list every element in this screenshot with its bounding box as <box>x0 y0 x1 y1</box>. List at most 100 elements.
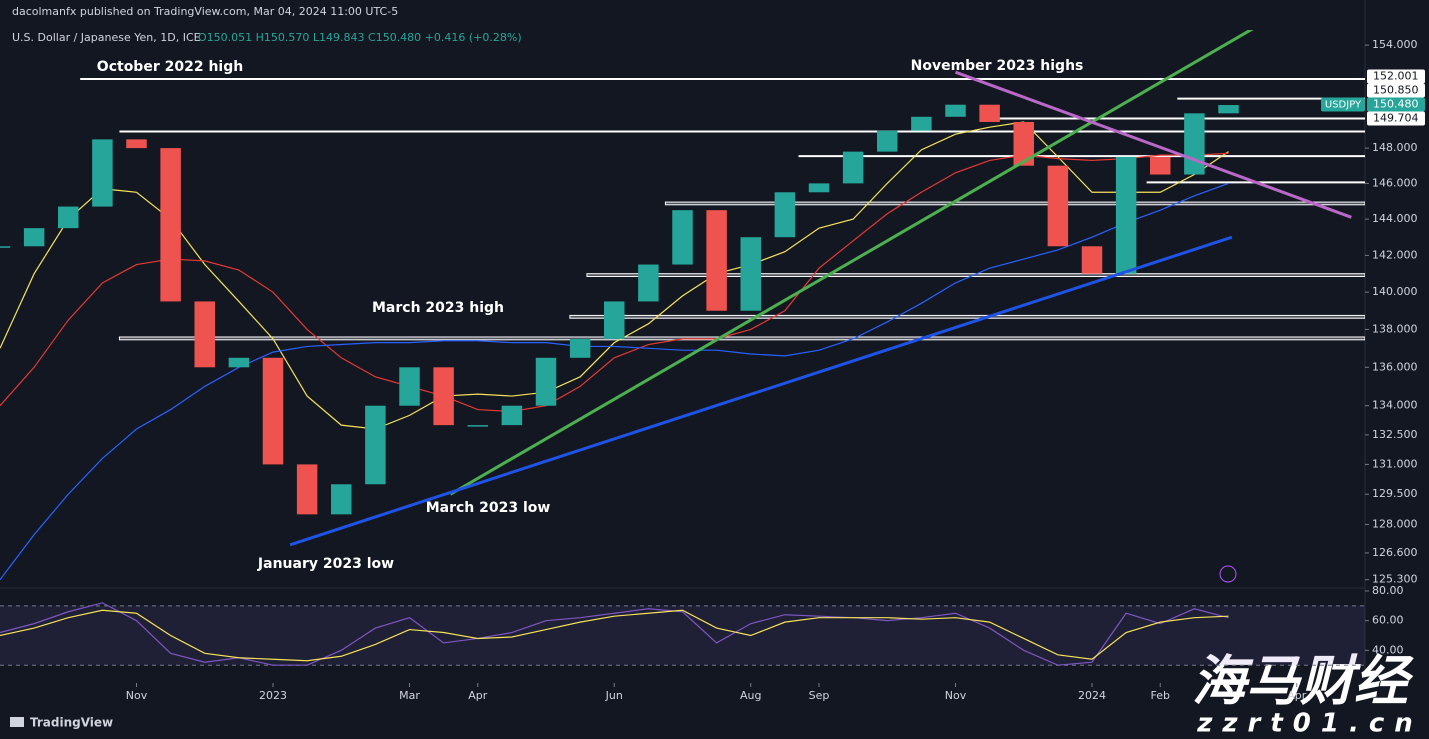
ohlc: O150.051 H150.570 L149.843 C150.480 +0.4… <box>198 31 522 44</box>
zone <box>118 336 1365 341</box>
candle <box>467 425 488 427</box>
candle <box>0 246 11 248</box>
candle <box>92 139 113 207</box>
candle <box>774 192 796 238</box>
logo: TradingView <box>10 716 113 730</box>
rsi-line <box>0 602 1229 666</box>
annotation: March 2023 high <box>372 300 504 316</box>
x-tick-label: Sep <box>809 689 830 702</box>
candle <box>365 405 386 485</box>
y-tick-label: 142.000 <box>1372 248 1418 261</box>
published: dacolmanfx published on TradingView.com,… <box>12 5 398 18</box>
x-tick-label: 2024 <box>1078 689 1106 702</box>
candle <box>1184 113 1205 175</box>
candle <box>501 405 523 426</box>
candle <box>58 206 79 229</box>
x-tick-label: Feb <box>1151 689 1170 702</box>
alert-icon[interactable] <box>1219 565 1237 583</box>
y-tick-label: 144.000 <box>1372 212 1418 225</box>
candle <box>194 301 215 368</box>
trendline <box>289 235 1233 547</box>
y-tick-label: 154.000 <box>1372 38 1418 51</box>
y-tick-label: 140.000 <box>1372 285 1418 298</box>
candle <box>399 367 420 406</box>
x-tick-label: Nov <box>945 689 967 702</box>
candle <box>1218 105 1239 114</box>
x-tick-label: Jun <box>605 689 623 702</box>
candle <box>842 151 864 184</box>
candle <box>638 264 659 302</box>
y-tick-label: 138.000 <box>1372 322 1418 335</box>
rsi-signal <box>0 609 1229 662</box>
y-tick-label: 131.000 <box>1372 457 1418 470</box>
candle <box>1150 156 1171 175</box>
plot <box>0 30 1365 581</box>
brand: TradingView <box>30 716 113 730</box>
price-tag <box>1367 83 1425 98</box>
annotation: January 2023 low <box>257 556 394 572</box>
symbol-tag-label: USDJPY <box>1325 99 1362 110</box>
candle <box>740 237 761 311</box>
candle <box>979 104 1000 122</box>
annotation: November 2023 highs <box>911 58 1084 74</box>
candle <box>672 210 693 265</box>
trendline <box>954 70 1352 219</box>
trendline <box>449 30 1254 496</box>
price-tag-label: 150.850 <box>1373 83 1419 96</box>
y-tick-label: 132.500 <box>1372 428 1418 441</box>
symbol-tag <box>1321 97 1365 112</box>
y-tick-label: 125.300 <box>1372 573 1418 586</box>
candle <box>1081 246 1103 274</box>
candle <box>1115 156 1137 274</box>
candle <box>808 183 830 193</box>
candle <box>23 228 45 247</box>
rsi-tick-label: 60.00 <box>1372 614 1404 627</box>
y-tick-label: 126.600 <box>1372 546 1418 559</box>
moving-average <box>0 182 1229 581</box>
price-tag <box>1367 111 1425 126</box>
y-tick-label: 129.500 <box>1372 487 1418 500</box>
moving-average <box>0 152 1229 413</box>
rsi-tick-label: 40.00 <box>1372 643 1404 656</box>
x-tick-label: Aug <box>740 689 761 702</box>
candle <box>126 139 147 149</box>
candle <box>706 210 727 311</box>
symbol: U.S. Dollar / Japanese Yen, 1D, ICE <box>12 31 201 44</box>
candle <box>604 301 625 339</box>
candle <box>1047 165 1069 247</box>
y-tick-label: 136.000 <box>1372 360 1418 373</box>
candle <box>877 130 898 152</box>
price-tag <box>1367 97 1425 112</box>
y-tick-label: 148.000 <box>1372 141 1418 154</box>
candle <box>262 357 284 465</box>
candle <box>911 116 932 131</box>
candle <box>535 357 557 406</box>
zone <box>664 201 1365 206</box>
price-tag-label: 150.480 <box>1373 97 1419 110</box>
rsi-pane <box>0 602 1365 666</box>
x-tick-label: 2023 <box>259 689 287 702</box>
candle <box>228 357 250 368</box>
x-tick-label: Apr <box>1287 689 1307 702</box>
rsi-band <box>0 605 1365 666</box>
annotation: October 2022 high <box>97 59 243 75</box>
zone <box>569 314 1365 319</box>
candle <box>569 338 591 358</box>
candle <box>1013 121 1034 166</box>
candle <box>331 484 352 515</box>
y-tick-label: 134.000 <box>1372 399 1418 412</box>
y-tick-label: 128.000 <box>1372 517 1418 530</box>
y-tick-label: 146.000 <box>1372 176 1418 189</box>
candle <box>433 367 454 426</box>
price-tag <box>1367 69 1425 84</box>
rsi-tick-label: 80.00 <box>1372 584 1404 597</box>
x-tick-label: Apr <box>468 689 488 702</box>
watermark-url: zzrt01.cn <box>1196 709 1423 739</box>
candle <box>160 148 181 302</box>
x-tick-label: Mar <box>399 689 420 702</box>
candle <box>296 464 318 515</box>
watermark-title: 海马财经 <box>1192 650 1414 713</box>
